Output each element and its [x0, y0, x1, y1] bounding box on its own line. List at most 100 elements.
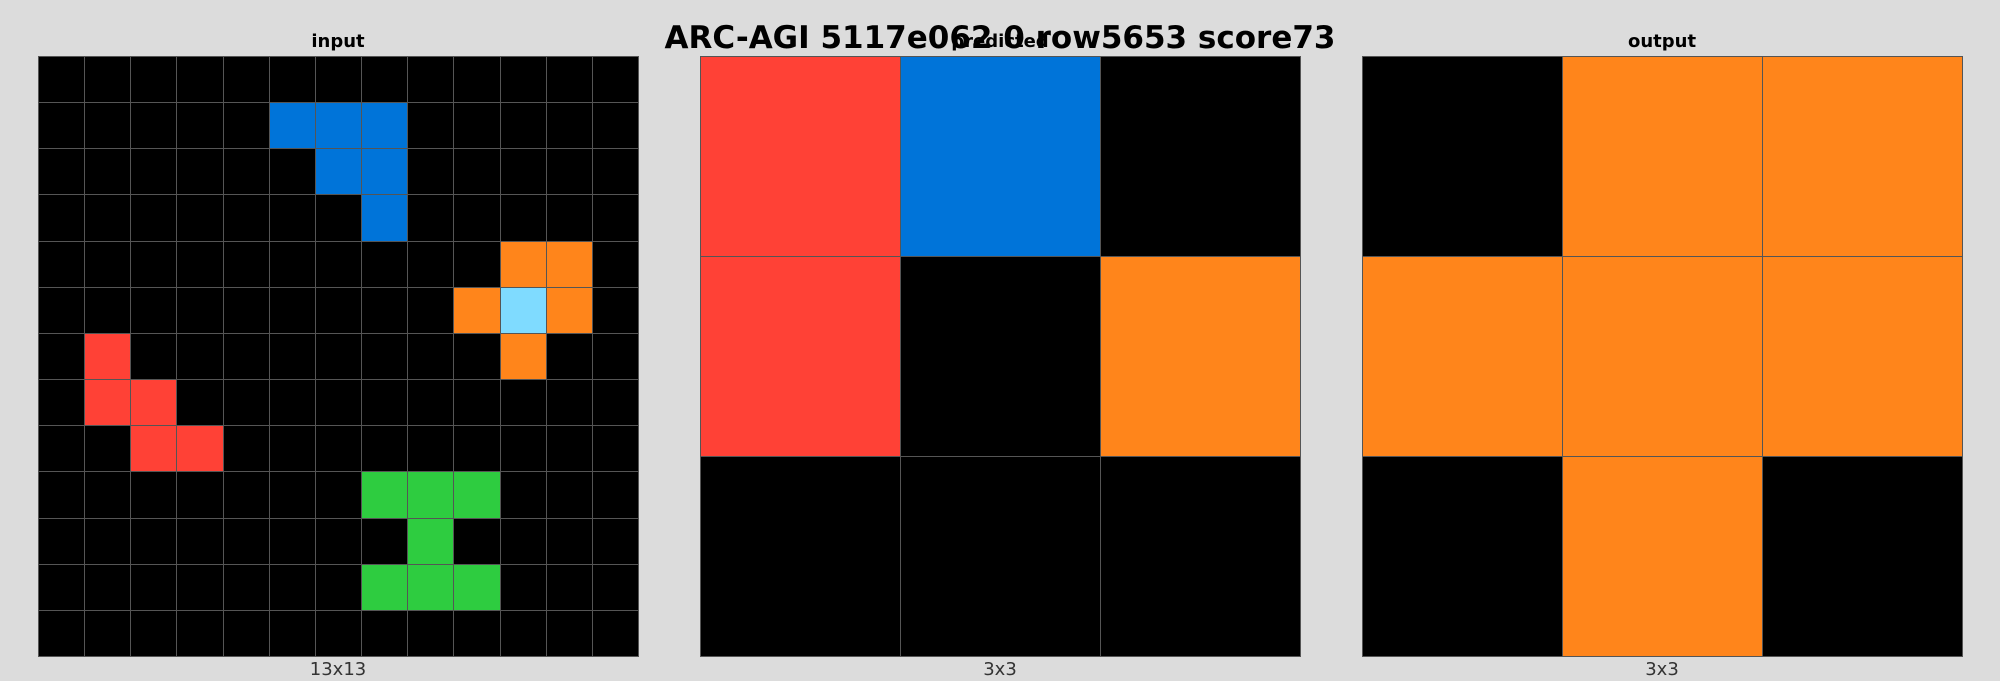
- predicted-panel-title: predicted: [951, 31, 1049, 52]
- input-cell: [39, 472, 85, 518]
- input-grid: [38, 56, 639, 657]
- predicted-cell: [901, 257, 1100, 456]
- input-cell: [177, 426, 223, 472]
- input-cell: [177, 195, 223, 241]
- input-cell: [362, 149, 408, 195]
- input-cell: [85, 149, 131, 195]
- input-cell: [39, 57, 85, 103]
- input-cell: [85, 103, 131, 149]
- input-cell: [500, 518, 546, 564]
- input-cell: [131, 287, 177, 333]
- input-cell: [177, 287, 223, 333]
- input-cell: [131, 610, 177, 656]
- input-cell: [315, 472, 362, 518]
- output-cell: [1363, 457, 1562, 656]
- input-cell: [454, 103, 500, 149]
- input-cell: [592, 518, 638, 564]
- input-cell: [223, 518, 269, 564]
- output-cell: [1763, 457, 1962, 656]
- input-cell: [177, 103, 223, 149]
- input-cell: [500, 472, 546, 518]
- input-cell: [269, 610, 315, 656]
- input-cell: [454, 380, 500, 426]
- input-cell: [131, 518, 177, 564]
- input-cell: [454, 333, 500, 380]
- input-cell: [546, 333, 592, 380]
- input-cell: [546, 287, 592, 333]
- input-cell: [408, 564, 454, 610]
- output-cell: [1363, 57, 1562, 256]
- input-cell: [592, 426, 638, 472]
- input-cell: [269, 287, 315, 333]
- input-cell: [315, 333, 362, 380]
- input-cell: [362, 195, 408, 241]
- input-cell: [269, 518, 315, 564]
- input-cell: [315, 149, 362, 195]
- input-cell: [39, 149, 85, 195]
- input-cell: [315, 380, 362, 426]
- input-cell: [500, 149, 546, 195]
- input-cell: [85, 564, 131, 610]
- input-cell: [315, 426, 362, 472]
- input-cell: [315, 103, 362, 149]
- input-cell: [500, 380, 546, 426]
- input-cell: [500, 287, 546, 333]
- input-cell: [454, 149, 500, 195]
- input-cell: [546, 195, 592, 241]
- input-cell: [177, 472, 223, 518]
- input-cell: [177, 149, 223, 195]
- input-cell: [546, 380, 592, 426]
- input-cell: [269, 333, 315, 380]
- input-cell: [408, 518, 454, 564]
- input-cell: [223, 57, 269, 103]
- input-cell: [408, 149, 454, 195]
- input-cell: [131, 195, 177, 241]
- input-cell: [269, 149, 315, 195]
- input-cell: [500, 195, 546, 241]
- input-cell: [546, 472, 592, 518]
- input-cell: [131, 472, 177, 518]
- predicted-panel-size: 3x3: [983, 659, 1017, 680]
- input-cell: [269, 195, 315, 241]
- input-cell: [500, 103, 546, 149]
- input-cell: [362, 241, 408, 287]
- input-panel-title: input: [311, 31, 365, 52]
- predicted-cell: [1101, 57, 1300, 256]
- input-cell: [546, 610, 592, 656]
- input-cell: [269, 380, 315, 426]
- input-cell: [131, 241, 177, 287]
- input-cell: [223, 195, 269, 241]
- input-cell: [362, 518, 408, 564]
- input-cell: [85, 472, 131, 518]
- input-cell: [362, 333, 408, 380]
- input-cell: [362, 287, 408, 333]
- page-title: ARC-AGI 5117e062 0 row5653 score73: [664, 20, 1336, 56]
- input-cell: [39, 610, 85, 656]
- predicted-cell: [1101, 257, 1300, 456]
- input-cell: [592, 333, 638, 380]
- predicted-grid: [700, 56, 1301, 657]
- input-cell: [408, 195, 454, 241]
- input-cell: [315, 241, 362, 287]
- input-cell: [39, 195, 85, 241]
- input-cell: [177, 564, 223, 610]
- predicted-cell: [701, 57, 900, 256]
- output-cell: [1363, 257, 1562, 456]
- input-cell: [592, 610, 638, 656]
- input-cell: [500, 57, 546, 103]
- input-cell: [85, 287, 131, 333]
- predicted-cell: [1101, 457, 1300, 656]
- input-cell: [39, 518, 85, 564]
- output-cell: [1563, 257, 1762, 456]
- input-cell: [592, 241, 638, 287]
- input-cell: [408, 610, 454, 656]
- input-cell: [177, 518, 223, 564]
- input-cell: [500, 241, 546, 287]
- input-cell: [546, 426, 592, 472]
- input-cell: [39, 241, 85, 287]
- input-cell: [592, 149, 638, 195]
- input-cell: [131, 380, 177, 426]
- input-cell: [131, 564, 177, 610]
- input-cell: [362, 103, 408, 149]
- input-cell: [131, 149, 177, 195]
